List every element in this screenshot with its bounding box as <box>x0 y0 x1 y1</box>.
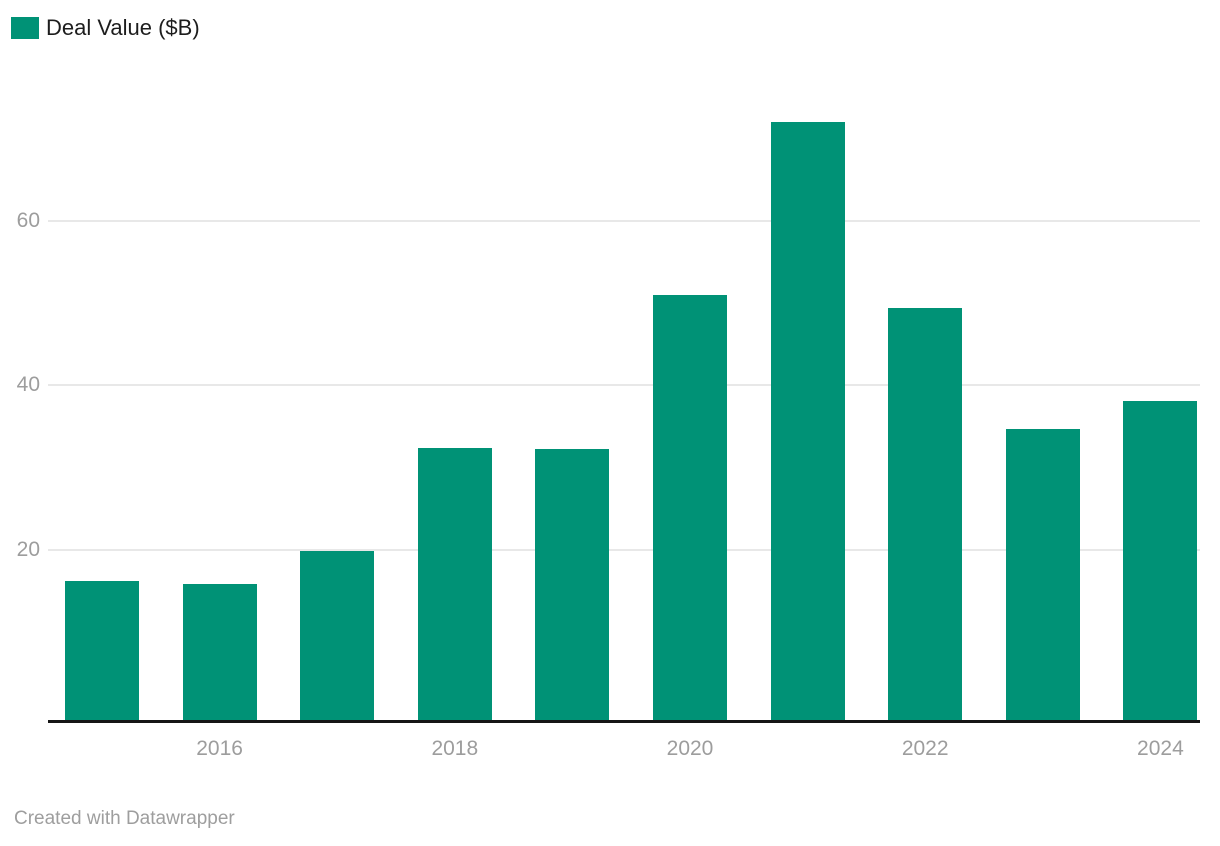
x-axis-tick-label: 2024 <box>1137 737 1184 760</box>
bar-2022[interactable] <box>888 307 963 720</box>
legend: Deal Value ($B) <box>11 15 200 41</box>
x-axis-line <box>48 720 1200 723</box>
datawrapper-credit-link[interactable]: Created with Datawrapper <box>14 808 235 829</box>
legend-label: Deal Value ($B) <box>46 15 200 40</box>
bar-2024[interactable] <box>1123 401 1198 720</box>
gridline-y-20 <box>48 548 1200 551</box>
x-axis-tick-label: 2018 <box>431 737 479 760</box>
gridline-y-40 <box>48 384 1200 386</box>
y-axis-tick-label: 60 <box>16 208 40 232</box>
x-axis-tick-label: 2020 <box>666 737 714 760</box>
bar-2018[interactable] <box>417 448 492 720</box>
bar-2021[interactable] <box>770 121 845 720</box>
legend-swatch-icon <box>11 17 39 39</box>
bar-2016[interactable] <box>182 584 257 720</box>
gridline-y-60 <box>48 219 1200 222</box>
x-axis-tick-label: 2022 <box>901 737 949 760</box>
bar-2023[interactable] <box>1005 428 1080 720</box>
bar-2015[interactable] <box>65 580 139 720</box>
y-axis-tick-label: 40 <box>16 373 40 396</box>
bar-2020[interactable] <box>653 294 727 720</box>
bar-2017[interactable] <box>300 551 375 720</box>
y-axis-tick-label: 20 <box>16 537 40 561</box>
x-axis-tick-label: 2016 <box>196 737 243 760</box>
bar-2019[interactable] <box>535 449 610 720</box>
